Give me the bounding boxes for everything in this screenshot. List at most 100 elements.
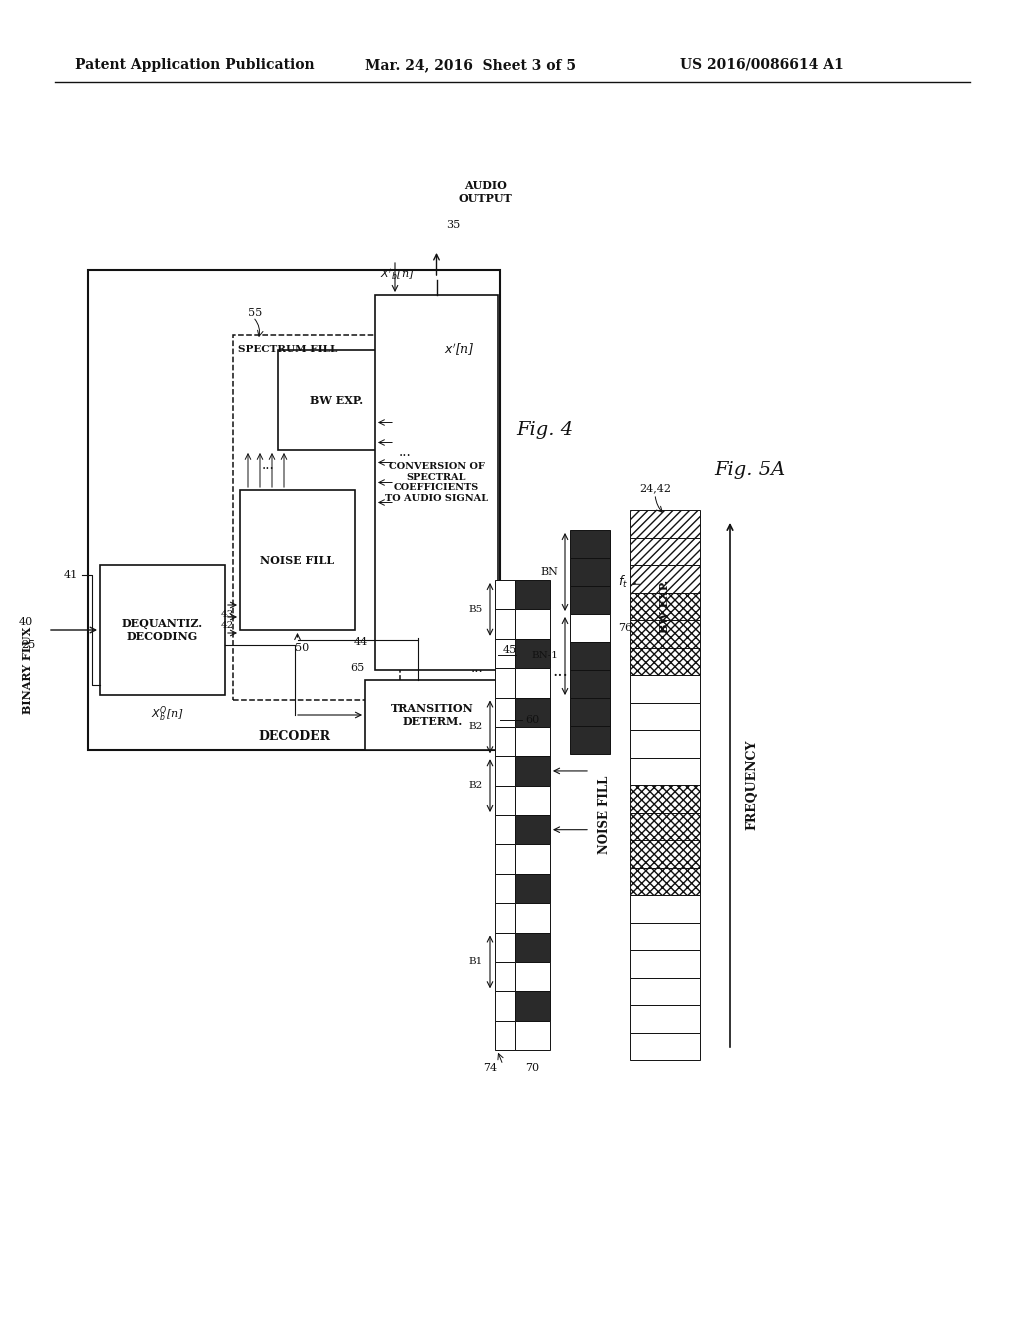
Text: DECODER: DECODER bbox=[258, 730, 330, 742]
Bar bbox=[495, 903, 515, 932]
Bar bbox=[515, 756, 550, 785]
Bar bbox=[240, 490, 355, 630]
Bar bbox=[515, 874, 550, 903]
Bar bbox=[495, 1020, 515, 1049]
Bar bbox=[495, 668, 515, 697]
Text: 65: 65 bbox=[350, 663, 365, 673]
Bar bbox=[495, 845, 515, 874]
Text: $X'_b$[n]: $X'_b$[n] bbox=[380, 268, 415, 282]
Bar bbox=[515, 814, 550, 845]
Text: BW EXP.: BW EXP. bbox=[659, 579, 671, 632]
Bar bbox=[630, 840, 700, 867]
Bar bbox=[630, 675, 700, 702]
Bar bbox=[515, 610, 550, 639]
Text: B1: B1 bbox=[469, 957, 483, 966]
Bar bbox=[515, 962, 550, 991]
Text: 76: 76 bbox=[618, 623, 632, 634]
Bar bbox=[570, 698, 610, 726]
Text: 70: 70 bbox=[525, 1063, 540, 1073]
Text: Patent Application Publication: Patent Application Publication bbox=[75, 58, 314, 73]
Bar bbox=[630, 1032, 700, 1060]
Bar bbox=[630, 537, 700, 565]
Bar bbox=[630, 730, 700, 758]
Bar bbox=[495, 962, 515, 991]
Bar bbox=[88, 271, 500, 750]
Text: 74: 74 bbox=[483, 1063, 497, 1073]
Bar bbox=[233, 335, 400, 700]
Text: 60: 60 bbox=[525, 715, 540, 725]
Bar bbox=[630, 1005, 700, 1032]
Text: TRANSITION
DETERM.: TRANSITION DETERM. bbox=[391, 704, 474, 727]
Bar bbox=[495, 579, 515, 610]
Bar bbox=[570, 642, 610, 671]
Bar bbox=[365, 680, 500, 750]
Text: $x'$[n]: $x'$[n] bbox=[444, 342, 475, 358]
Bar bbox=[515, 845, 550, 874]
Bar bbox=[630, 813, 700, 840]
Bar bbox=[495, 697, 515, 727]
Text: ...: ... bbox=[261, 458, 274, 473]
Bar bbox=[630, 593, 700, 620]
Text: BW EXP.: BW EXP. bbox=[310, 395, 364, 405]
Bar bbox=[515, 639, 550, 668]
Bar bbox=[515, 668, 550, 697]
Bar bbox=[515, 579, 550, 610]
Bar bbox=[630, 648, 700, 675]
Text: DEQUANTIZ.
DECODING: DEQUANTIZ. DECODING bbox=[122, 618, 203, 642]
Text: NOISE FILL: NOISE FILL bbox=[260, 554, 335, 565]
Bar bbox=[495, 991, 515, 1020]
Text: 35: 35 bbox=[446, 220, 461, 230]
Bar bbox=[630, 978, 700, 1005]
Text: ...: ... bbox=[470, 661, 483, 675]
Bar bbox=[495, 639, 515, 668]
Bar bbox=[630, 565, 700, 593]
Text: BN-1: BN-1 bbox=[531, 652, 558, 660]
Bar bbox=[515, 727, 550, 756]
Text: FREQUENCY: FREQUENCY bbox=[745, 739, 758, 830]
Bar bbox=[630, 620, 700, 648]
Bar bbox=[515, 903, 550, 932]
Bar bbox=[495, 874, 515, 903]
Text: AUDIO
OUTPUT: AUDIO OUTPUT bbox=[459, 180, 512, 203]
Bar bbox=[570, 671, 610, 698]
Bar bbox=[630, 758, 700, 785]
Bar bbox=[630, 895, 700, 923]
Bar bbox=[570, 726, 610, 754]
Bar bbox=[495, 756, 515, 785]
Bar bbox=[100, 565, 225, 696]
Bar bbox=[495, 932, 515, 962]
Text: ...: ... bbox=[552, 663, 568, 680]
Text: BINARY FLUX: BINARY FLUX bbox=[23, 627, 34, 714]
Bar bbox=[515, 991, 550, 1020]
Bar bbox=[495, 727, 515, 756]
Text: BN: BN bbox=[540, 568, 558, 577]
Text: US 2016/0086614 A1: US 2016/0086614 A1 bbox=[680, 58, 844, 73]
Bar bbox=[570, 531, 610, 558]
Bar bbox=[495, 610, 515, 639]
Text: SPECTRUM FILL: SPECTRUM FILL bbox=[238, 346, 337, 355]
Bar bbox=[495, 814, 515, 845]
Text: CONVERSION OF
SPECTRAL
COEFFICIENTS
TO AUDIO SIGNAL: CONVERSION OF SPECTRAL COEFFICIENTS TO A… bbox=[385, 462, 488, 503]
Bar bbox=[515, 932, 550, 962]
Bar bbox=[278, 350, 395, 450]
Bar bbox=[570, 586, 610, 614]
Text: Fig. 5A: Fig. 5A bbox=[715, 461, 785, 479]
Text: 43
42: 43 42 bbox=[221, 610, 234, 630]
Bar bbox=[515, 697, 550, 727]
Text: 45: 45 bbox=[503, 645, 517, 655]
Text: 50: 50 bbox=[295, 643, 309, 653]
Text: $X^Q_b$[n]: $X^Q_b$[n] bbox=[151, 705, 184, 725]
Text: 40: 40 bbox=[18, 616, 33, 627]
Bar bbox=[375, 294, 498, 671]
Bar bbox=[630, 510, 700, 537]
Text: 25: 25 bbox=[22, 640, 36, 649]
Bar bbox=[630, 702, 700, 730]
Bar bbox=[570, 558, 610, 586]
Bar bbox=[630, 867, 700, 895]
Text: 24,42: 24,42 bbox=[639, 483, 671, 492]
Text: 44: 44 bbox=[354, 638, 368, 647]
Text: NOISE FILL: NOISE FILL bbox=[598, 776, 611, 854]
Text: Fig. 4: Fig. 4 bbox=[516, 421, 573, 440]
Bar bbox=[630, 923, 700, 950]
Bar bbox=[515, 785, 550, 814]
